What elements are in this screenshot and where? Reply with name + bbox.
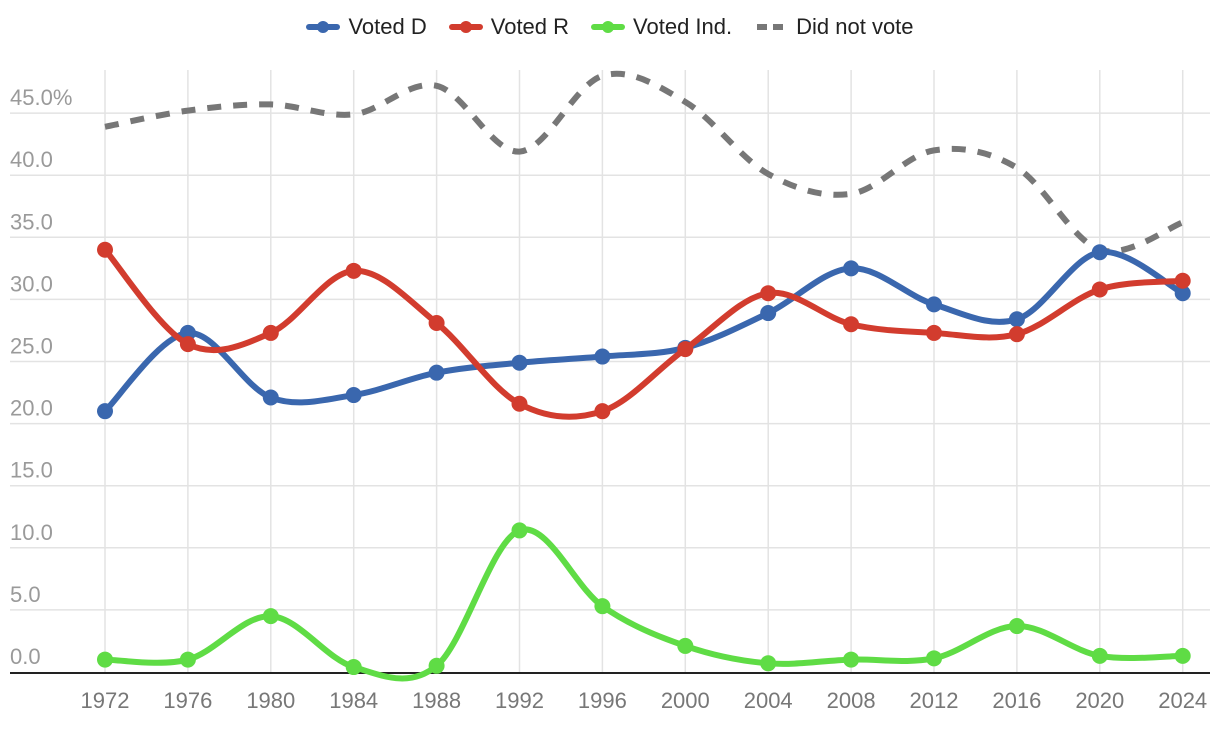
data-point-voted-r xyxy=(1091,281,1108,298)
y-tick-label: 30.0 xyxy=(10,271,53,296)
series-line-did-not-vote xyxy=(104,70,1184,255)
x-tick-label: 2012 xyxy=(910,688,959,713)
x-tick-label: 1972 xyxy=(81,688,130,713)
data-point-voted-r xyxy=(677,341,694,358)
legend-item-voted-r: Voted R xyxy=(448,14,570,40)
data-point-voted-r xyxy=(1174,272,1191,289)
data-point-voted-r xyxy=(428,314,445,331)
y-tick-label: 10.0 xyxy=(10,520,53,545)
x-tick-label: 2008 xyxy=(827,688,876,713)
data-point-voted-d xyxy=(97,403,113,420)
series-line-voted-ind xyxy=(102,526,1186,682)
data-point-voted-r xyxy=(262,324,279,341)
data-point-voted-d xyxy=(179,324,196,341)
data-point-voted-ind xyxy=(345,659,362,676)
legend-item-voted-d: Voted D xyxy=(306,14,427,40)
x-tick-label: 1976 xyxy=(163,688,212,713)
data-point-voted-r xyxy=(345,262,362,279)
data-point-voted-r xyxy=(843,316,860,333)
data-point-voted-d xyxy=(926,296,942,313)
data-point-voted-r xyxy=(1008,326,1025,343)
legend-swatch-did-not-vote xyxy=(757,24,786,30)
y-tick-label: 25.0 xyxy=(10,334,53,359)
data-point-voted-r xyxy=(179,336,196,353)
data-point-voted-r xyxy=(926,324,942,341)
data-point-voted-r xyxy=(760,285,777,302)
y-tick-label: 20.0 xyxy=(10,396,53,421)
data-point-voted-r xyxy=(594,403,611,420)
data-point-voted-ind xyxy=(1174,647,1191,664)
data-point-voted-ind xyxy=(262,608,279,625)
data-point-voted-ind xyxy=(97,651,113,668)
data-point-voted-ind xyxy=(428,657,445,674)
data-point-voted-r xyxy=(511,395,528,412)
data-point-voted-d xyxy=(594,348,611,365)
x-tick-label: 1980 xyxy=(246,688,295,713)
data-point-voted-d xyxy=(843,260,860,277)
data-point-voted-d xyxy=(262,389,279,406)
legend-item-did-not-vote: Did not vote xyxy=(754,14,914,40)
legend-swatch-voted-ind xyxy=(591,21,626,33)
data-point-voted-ind xyxy=(760,655,777,672)
legend-swatch-voted-r xyxy=(448,21,483,33)
data-point-voted-d xyxy=(1091,244,1108,261)
legend-swatch-voted-d xyxy=(306,21,341,33)
data-point-voted-ind xyxy=(179,651,196,668)
data-point-voted-ind xyxy=(926,650,942,667)
data-point-voted-ind xyxy=(843,651,860,668)
legend-label: Voted D xyxy=(348,14,427,39)
data-point-voted-d xyxy=(511,354,528,371)
y-tick-label: 35.0 xyxy=(10,209,53,234)
x-tick-label: 2020 xyxy=(1075,688,1124,713)
x-tick-label: 1996 xyxy=(578,688,627,713)
data-point-voted-ind xyxy=(511,522,528,539)
legend-label: Voted R xyxy=(490,14,570,39)
x-tick-label: 2024 xyxy=(1158,688,1207,713)
y-tick-label: 0.0 xyxy=(10,644,41,669)
data-point-voted-d xyxy=(1174,285,1191,302)
x-tick-label: 2004 xyxy=(744,688,793,713)
x-tick-label: 1984 xyxy=(329,688,378,713)
x-tick-label: 1988 xyxy=(412,688,461,713)
legend-label: Voted Ind. xyxy=(633,14,733,39)
y-tick-label: 45.0% xyxy=(10,85,72,110)
legend-item-voted-ind: Voted Ind. xyxy=(591,14,732,40)
data-point-voted-r xyxy=(97,241,113,258)
y-tick-label: 15.0 xyxy=(10,458,53,483)
x-tick-label: 1992 xyxy=(495,688,544,713)
data-point-voted-ind xyxy=(1091,647,1108,664)
data-point-voted-ind xyxy=(594,598,611,615)
y-tick-label: 40.0 xyxy=(10,147,53,172)
x-tick-label: 2016 xyxy=(992,688,1041,713)
y-tick-label: 5.0 xyxy=(10,582,41,607)
data-point-voted-d xyxy=(1008,311,1025,328)
data-point-voted-d xyxy=(345,387,362,404)
data-point-voted-ind xyxy=(1008,618,1025,635)
chart-legend: Voted D Voted R Voted Ind. Did not vote xyxy=(0,14,1220,40)
data-point-voted-d xyxy=(760,305,777,322)
data-point-voted-ind xyxy=(677,637,694,654)
data-point-voted-d xyxy=(428,364,445,381)
legend-label: Did not vote xyxy=(796,14,914,39)
x-tick-label: 2000 xyxy=(661,688,710,713)
